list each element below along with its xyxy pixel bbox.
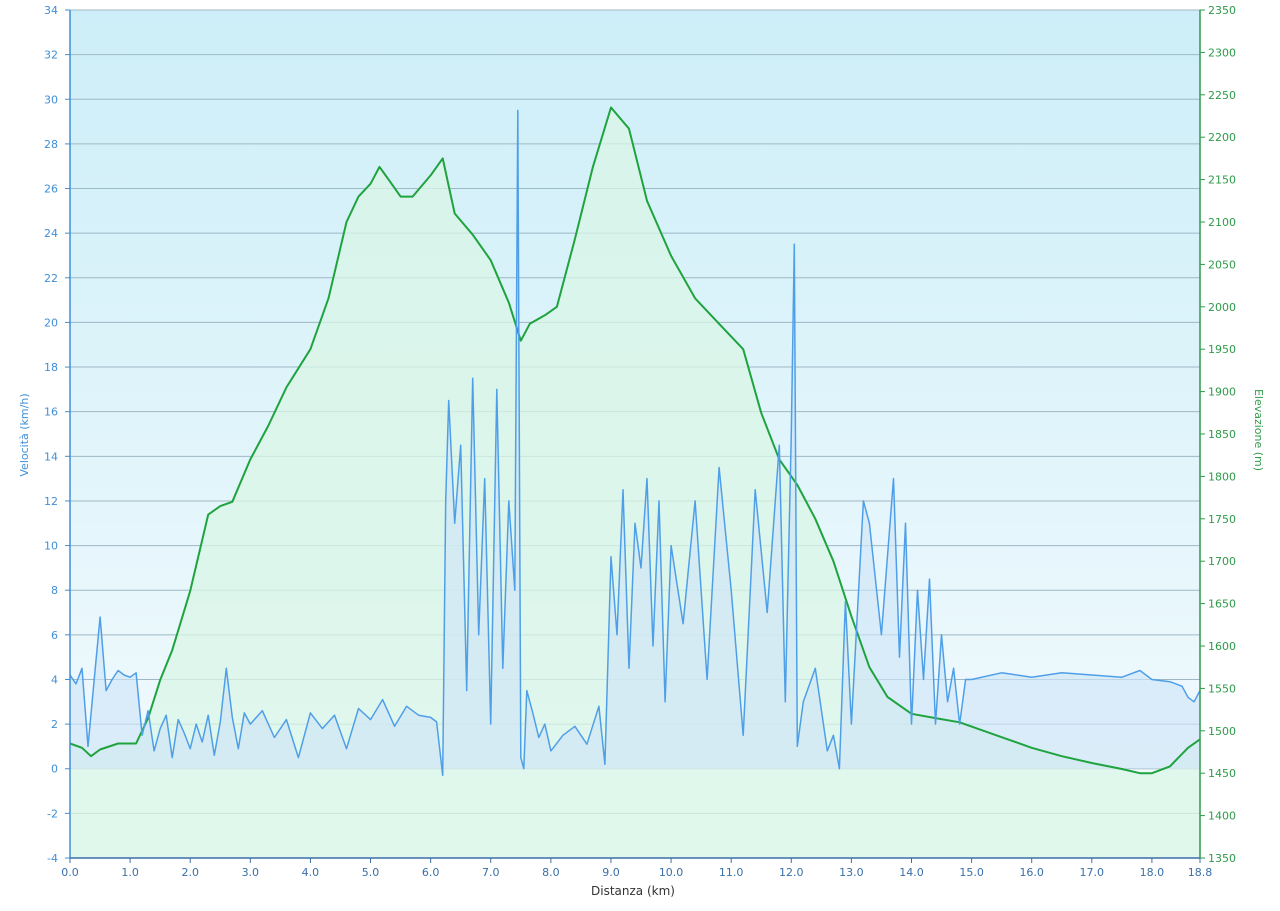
y-right-tick-label: 2250 <box>1208 89 1236 102</box>
x-axis-title: Distanza (km) <box>591 884 675 898</box>
y-left-tick-label: 10 <box>44 540 58 553</box>
elevation-area <box>70 107 1200 858</box>
y-right-tick-label: 1350 <box>1208 852 1236 865</box>
y-right-tick-label: 2150 <box>1208 174 1236 187</box>
y-left-tick-label: 30 <box>44 93 58 106</box>
y-right-tick-label: 2300 <box>1208 46 1236 59</box>
y-right-tick-label: 1800 <box>1208 470 1236 483</box>
y-left-tick-label: 20 <box>44 316 58 329</box>
elevation-series <box>69 106 1201 775</box>
x-tick-label: 1.0 <box>121 866 139 879</box>
x-tick-label: 3.0 <box>242 866 260 879</box>
x-tick-label: 0.0 <box>61 866 79 879</box>
y-left-tick-label: 26 <box>44 183 58 196</box>
x-tick-label: 18.8 <box>1188 866 1213 879</box>
y-right-tick-label: 2050 <box>1208 258 1236 271</box>
elevation-fill <box>70 107 1200 858</box>
y-right-tick-label: 1550 <box>1208 682 1236 695</box>
speed-fill <box>70 110 1200 776</box>
y-right-tick-label: 2000 <box>1208 301 1236 314</box>
y-right-tick-label: 1950 <box>1208 343 1236 356</box>
y-right-tick-label: 1900 <box>1208 386 1236 399</box>
y-left-tick-label: 16 <box>44 406 58 419</box>
y-left-tick-label: 12 <box>44 495 58 508</box>
y-right-tick-label: 2200 <box>1208 131 1236 144</box>
x-tick-label: 15.0 <box>959 866 984 879</box>
x-tick-label: 17.0 <box>1080 866 1105 879</box>
x-tick-label: 7.0 <box>482 866 500 879</box>
x-tick-label: 11.0 <box>719 866 744 879</box>
y-left-tick-label: 6 <box>51 629 58 642</box>
speed-line <box>69 109 1201 777</box>
y-left-tick-label: 28 <box>44 138 58 151</box>
y-right-tick-label: 1450 <box>1208 767 1236 780</box>
y-left-tick-label: 34 <box>44 4 58 17</box>
y-right-tick-label: 1850 <box>1208 428 1236 441</box>
x-tick-label: 16.0 <box>1019 866 1044 879</box>
y-left-tick-label: 18 <box>44 361 58 374</box>
y-right-tick-label: 1700 <box>1208 555 1236 568</box>
elevation-line <box>69 106 1201 775</box>
tick-labels: -4-2024681012141618202224262830323413501… <box>44 4 1236 879</box>
y-right-tick-label: 1600 <box>1208 640 1236 653</box>
y-axis-left-title: Velocità (km/h) <box>18 393 31 476</box>
y-left-tick-label: 2 <box>51 718 58 731</box>
y-left-tick-label: -2 <box>47 807 58 820</box>
y-left-tick-label: -4 <box>47 852 58 865</box>
y-left-tick-label: 0 <box>51 763 58 776</box>
speed-area <box>70 110 1200 776</box>
y-right-tick-label: 1400 <box>1208 810 1236 823</box>
y-right-tick-label: 1500 <box>1208 725 1236 738</box>
x-tick-label: 8.0 <box>542 866 560 879</box>
x-tick-label: 2.0 <box>181 866 199 879</box>
y-axis-right-title: Elevazione (m) <box>1252 389 1265 471</box>
x-tick-label: 5.0 <box>362 866 380 879</box>
x-tick-label: 13.0 <box>839 866 864 879</box>
x-tick-label: 12.0 <box>779 866 804 879</box>
x-tick-label: 14.0 <box>899 866 924 879</box>
y-left-tick-label: 24 <box>44 227 58 240</box>
y-left-tick-label: 8 <box>51 584 58 597</box>
y-left-tick-label: 32 <box>44 49 58 62</box>
x-tick-label: 10.0 <box>659 866 684 879</box>
y-left-tick-label: 4 <box>51 673 58 686</box>
y-left-tick-label: 14 <box>44 450 58 463</box>
y-right-tick-label: 1650 <box>1208 598 1236 611</box>
x-tick-label: 4.0 <box>302 866 320 879</box>
x-tick-label: 9.0 <box>602 866 620 879</box>
y-left-tick-label: 22 <box>44 272 58 285</box>
y-right-tick-label: 2350 <box>1208 4 1236 17</box>
x-tick-label: 18.0 <box>1140 866 1165 879</box>
y-right-tick-label: 1750 <box>1208 513 1236 526</box>
x-tick-label: 6.0 <box>422 866 440 879</box>
y-right-tick-label: 2100 <box>1208 216 1236 229</box>
